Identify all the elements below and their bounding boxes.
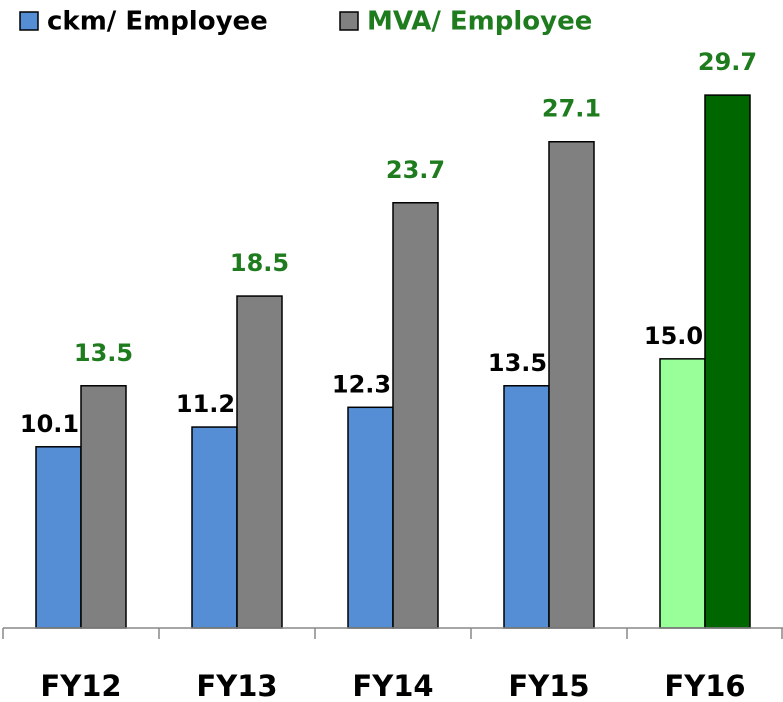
data-label: 15.0 xyxy=(644,322,703,350)
bar xyxy=(704,94,751,629)
bar xyxy=(548,140,595,629)
x-tick-label: FY15 xyxy=(508,669,589,702)
data-label: 13.5 xyxy=(488,349,547,377)
bar xyxy=(347,406,394,629)
bar xyxy=(236,295,283,629)
bar xyxy=(35,446,82,629)
legend-swatch xyxy=(19,11,39,31)
bar xyxy=(191,426,238,629)
x-tick-label: FY14 xyxy=(352,669,433,702)
bar xyxy=(392,202,439,629)
legend-swatch xyxy=(339,11,359,31)
bar xyxy=(659,358,706,629)
data-label: 27.1 xyxy=(542,95,601,123)
x-tick-label: FY12 xyxy=(40,669,121,702)
data-label: 11.2 xyxy=(176,390,235,418)
bar xyxy=(503,385,550,629)
data-label: 10.1 xyxy=(20,410,79,438)
data-label: 13.5 xyxy=(74,339,133,367)
x-tick-label: FY13 xyxy=(196,669,277,702)
data-label: 18.5 xyxy=(230,249,289,277)
legend-label: ckm/ Employee xyxy=(47,7,268,37)
data-label: 12.3 xyxy=(332,370,391,398)
data-label: 29.7 xyxy=(698,48,757,76)
legend-label: MVA/ Employee xyxy=(367,7,592,37)
bar xyxy=(80,385,127,629)
data-label: 23.7 xyxy=(386,156,445,184)
x-tick-label: FY16 xyxy=(664,669,745,702)
